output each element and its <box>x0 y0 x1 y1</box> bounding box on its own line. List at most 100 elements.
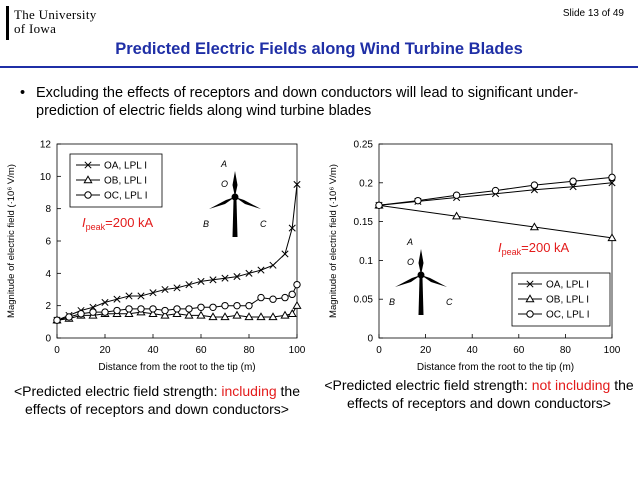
data-point <box>101 308 109 316</box>
data-point <box>281 250 289 258</box>
caption-right: <Predicted electric field strength: not … <box>324 376 634 412</box>
y-tick-label: 6 <box>45 237 51 248</box>
data-point <box>125 305 133 313</box>
x-tick-label: 80 <box>243 345 255 356</box>
caption-right-pre: <Predicted electric field strength: <box>324 377 532 393</box>
data-point <box>161 306 169 315</box>
turbine-hub <box>231 193 239 201</box>
data-point <box>221 301 229 310</box>
data-point <box>569 183 577 191</box>
data-point <box>491 186 500 195</box>
x-tick-label: 60 <box>195 345 207 356</box>
data-point <box>257 293 265 302</box>
turbine-blade <box>232 171 238 197</box>
data-point <box>245 269 253 277</box>
data-point <box>245 301 253 310</box>
data-point <box>65 313 73 321</box>
x-tick-label: 80 <box>560 345 572 356</box>
x-tick-label: 100 <box>604 345 621 356</box>
legend: OA, LPL I OB, LPL I OC, LPL I <box>511 272 611 327</box>
legend-marker <box>84 161 92 169</box>
data-point <box>53 316 61 324</box>
turbine-label: A <box>220 159 227 169</box>
data-point <box>161 285 169 294</box>
annotation-ipeak: Ipeak=200 kA <box>498 240 570 257</box>
y-tick-label: 8 <box>45 204 51 215</box>
bullet-dot: • <box>20 85 26 101</box>
turbine-diagram: AO B C <box>389 237 453 315</box>
data-point <box>160 310 170 319</box>
y-tick-label: 0 <box>45 334 51 345</box>
data-point <box>293 280 301 289</box>
university-logo: The University of Iowa <box>6 6 106 40</box>
legend-marker <box>84 191 92 199</box>
legend-marker <box>83 175 93 184</box>
chart-left: 0 2 4 6 8 10 12 0 20 40 60 80 100 Distance from the r… <box>6 140 306 374</box>
data-point <box>268 312 278 321</box>
slide-number: Slide 13 of 49 <box>562 8 624 19</box>
y-axis-label: Magnitude of electric field (·10⁶ V/m) <box>6 164 17 318</box>
data-point <box>529 222 539 231</box>
legend: OA, LPL I OB, LPL I OC, LPL I <box>69 153 163 208</box>
data-point <box>221 274 229 282</box>
turbine-blade <box>235 197 261 209</box>
data-point <box>256 312 266 321</box>
logo-bar <box>6 6 9 40</box>
series-triangle <box>374 200 617 242</box>
legend-marker <box>526 280 534 288</box>
legend-marker <box>525 294 535 303</box>
y-tick-label: 0 <box>367 334 373 345</box>
data-point <box>280 310 290 319</box>
turbine-tower <box>418 278 424 315</box>
data-point <box>209 303 217 311</box>
turbine-blade <box>395 275 421 287</box>
data-point <box>137 292 145 300</box>
x-tick-label: 40 <box>147 345 159 356</box>
data-point <box>244 312 254 321</box>
data-point <box>530 181 539 189</box>
data-point <box>196 310 206 319</box>
x-tick-label: 20 <box>99 345 111 356</box>
data-point <box>173 305 181 313</box>
series-circle <box>53 280 301 324</box>
turbine-blade <box>421 275 447 287</box>
data-point <box>281 293 289 302</box>
data-point <box>113 306 121 315</box>
data-point <box>287 309 297 317</box>
data-point <box>77 310 85 318</box>
y-tick-label: 2 <box>45 301 51 312</box>
data-point <box>292 300 302 309</box>
turbine-label: O <box>221 179 228 189</box>
data-point <box>125 292 133 300</box>
turbine-hub <box>417 271 425 279</box>
data-point <box>149 289 157 297</box>
data-point <box>608 173 616 182</box>
data-point <box>124 309 134 317</box>
data-point <box>208 312 218 321</box>
x-axis-label: Distance from the root to the tip (m) <box>98 362 255 373</box>
turbine-label: C <box>260 219 267 229</box>
data-point <box>257 266 265 274</box>
data-point <box>113 295 121 303</box>
turbine-label: O <box>407 257 414 267</box>
turbine-label: B <box>389 297 395 307</box>
y-tick-label: 12 <box>40 140 52 151</box>
logo-text: The University of Iowa <box>14 8 97 36</box>
data-point <box>233 301 241 310</box>
logo-line2: of Iowa <box>14 21 57 36</box>
turbine-label: A <box>406 237 413 247</box>
caption-right-highlight: not including <box>531 377 611 393</box>
data-point <box>89 308 97 316</box>
turbine-tower <box>232 200 238 237</box>
data-point <box>173 284 181 292</box>
data-point <box>288 290 296 299</box>
data-point <box>414 196 422 205</box>
legend-marker <box>526 310 534 318</box>
data-point <box>185 281 193 289</box>
series-line <box>56 284 298 321</box>
slide-title: Predicted Electric Fields along Wind Tur… <box>115 40 523 58</box>
caption-left-highlight: including <box>221 383 277 399</box>
y-axis-label: Magnitude of electric field (·10⁶ V/m) <box>328 164 339 318</box>
caption-left: <Predicted electric field strength: incl… <box>2 382 312 418</box>
y-tick-label: 0.1 <box>359 256 373 267</box>
